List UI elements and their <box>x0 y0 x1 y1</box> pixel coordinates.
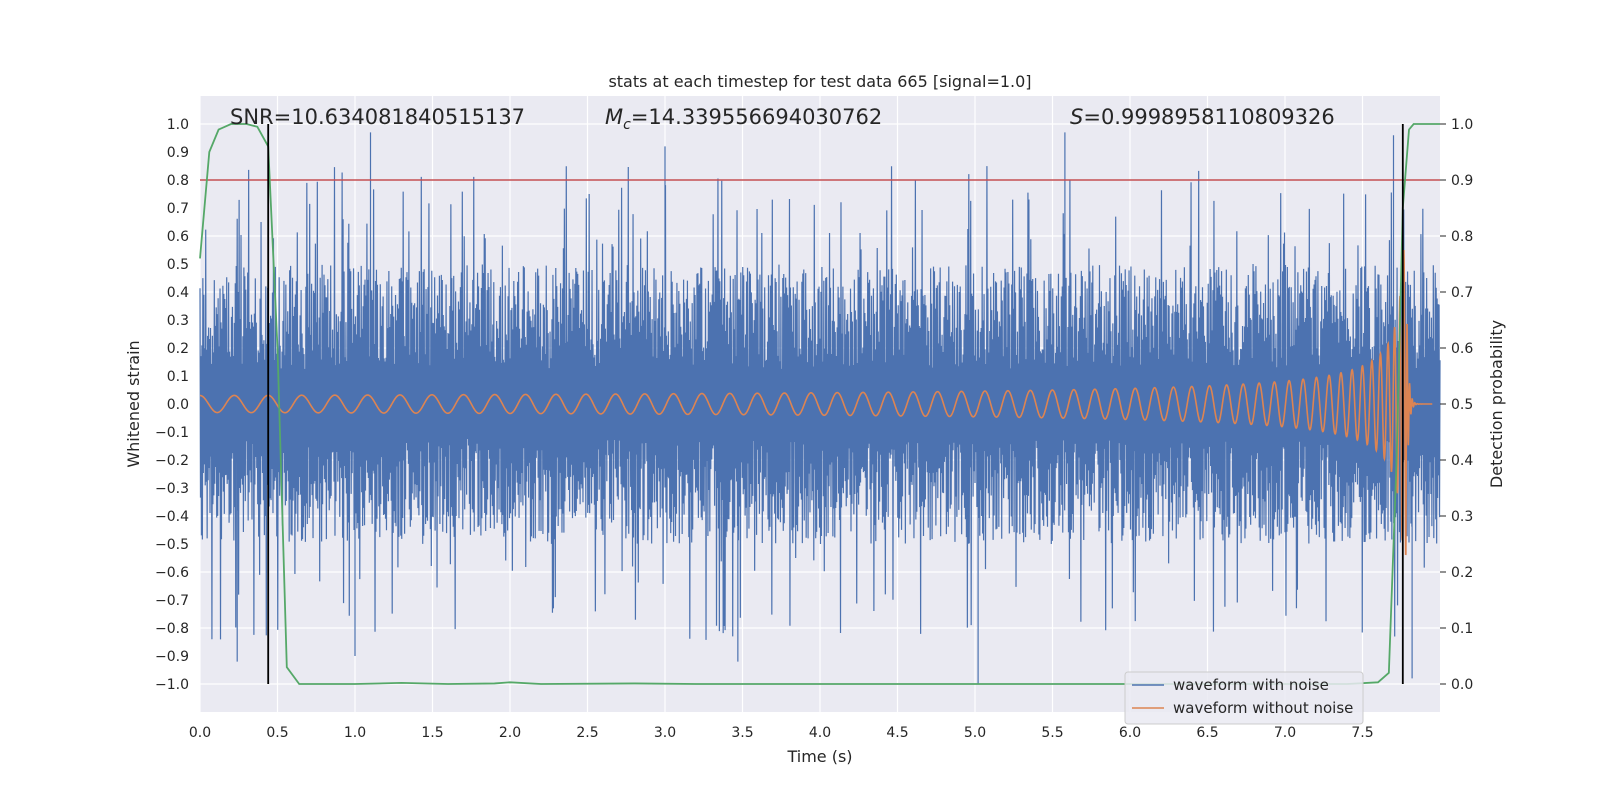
chart-title: stats at each timestep for test data 665… <box>608 72 1031 91</box>
x-axis-label: Time (s) <box>786 747 852 766</box>
series-waveform-with-noise <box>199 132 1441 684</box>
y-tick-label: −1.0 <box>155 677 189 693</box>
y-tick-label: −0.5 <box>155 537 189 553</box>
y-tick-label: −0.2 <box>155 453 189 469</box>
annotation-s: S=0.9998958110809326 <box>1070 105 1335 129</box>
y2-tick-label: 0.2 <box>1451 565 1473 581</box>
y-axis-label: Whitened strain <box>124 340 143 467</box>
x-tick-label: 4.5 <box>886 725 908 741</box>
mc-value: =14.339556694030762 <box>631 105 882 129</box>
y2-tick-label: 0.0 <box>1451 677 1473 693</box>
y2-tick-label: 0.7 <box>1451 285 1473 301</box>
y2-tick-label: 0.8 <box>1451 229 1473 245</box>
y-tick-label: −0.6 <box>155 565 189 581</box>
x-tick-label: 1.5 <box>421 725 443 741</box>
y-tick-label: 0.4 <box>167 285 189 301</box>
legend-label-signal: waveform without noise <box>1173 699 1353 717</box>
y2-tick-label: 1.0 <box>1451 117 1473 133</box>
legend: waveform with noise waveform without noi… <box>1124 671 1364 725</box>
x-tick-label: 0.0 <box>189 725 211 741</box>
y2-axis-label: Detection probability <box>1487 320 1506 488</box>
series-waveform-without-noise <box>199 249 1433 556</box>
y-tick-label: 1.0 <box>167 117 189 133</box>
y-tick-label: 0.0 <box>167 397 189 413</box>
mc-symbol: M <box>605 105 623 129</box>
y-tick-label: −0.1 <box>155 425 189 441</box>
x-tick-label: 6.5 <box>1196 725 1218 741</box>
y-tick-label: 0.1 <box>167 369 189 385</box>
x-tick-label: 7.0 <box>1274 725 1296 741</box>
y2-axis-ticks: 0.0 0.1 0.2 0.3 0.4 0.5 0.6 0.7 0.8 0.9 1.0 <box>1440 117 1473 693</box>
y-axis-ticks: −1.0 −0.9 −0.8 −0.7 −0.6 −0.5 −0.4 −0.3 −0.2 −0.1… <box>155 117 189 693</box>
y-tick-label: −0.7 <box>155 593 189 609</box>
x-axis-ticks: 0.0 0.5 1.0 1.5 2.0 2.5 3.0 3.5 4.0 4.5 5.0 5.5 6.0 6… <box>189 725 1374 741</box>
y-tick-label: 0.2 <box>167 341 189 357</box>
y2-tick-label: 0.1 <box>1451 621 1473 637</box>
annotation-snr: SNR=10.634081840515137 <box>230 105 525 129</box>
x-tick-label: 2.0 <box>499 725 521 741</box>
s-symbol: S <box>1070 105 1083 129</box>
y-tick-label: 0.9 <box>167 145 189 161</box>
y-tick-label: 0.8 <box>167 173 189 189</box>
x-tick-label: 2.5 <box>576 725 598 741</box>
y-tick-label: 0.3 <box>167 313 189 329</box>
x-tick-label: 0.5 <box>266 725 288 741</box>
x-tick-label: 7.5 <box>1351 725 1373 741</box>
y2-tick-label: 0.4 <box>1451 453 1473 469</box>
x-tick-label: 3.5 <box>731 725 753 741</box>
y-tick-label: 0.5 <box>167 257 189 273</box>
y2-tick-label: 0.3 <box>1451 509 1473 525</box>
series-detection-probability <box>199 123 1440 685</box>
x-tick-label: 5.0 <box>964 725 986 741</box>
y2-tick-label: 0.6 <box>1451 341 1473 357</box>
vertical-markers <box>267 124 1404 684</box>
x-tick-label: 1.0 <box>344 725 366 741</box>
legend-label-noise: waveform with noise <box>1173 676 1329 694</box>
x-tick-label: 6.0 <box>1119 725 1141 741</box>
x-tick-label: 3.0 <box>654 725 676 741</box>
y2-tick-label: 0.9 <box>1451 173 1473 189</box>
y-tick-label: −0.8 <box>155 621 189 637</box>
y-tick-label: −0.4 <box>155 509 189 525</box>
y-tick-label: 0.7 <box>167 201 189 217</box>
mc-subscript: c <box>623 117 631 133</box>
x-tick-label: 4.0 <box>809 725 831 741</box>
s-value: =0.9998958110809326 <box>1083 105 1334 129</box>
legend-box <box>1124 671 1364 725</box>
y-tick-label: 0.6 <box>167 229 189 245</box>
x-tick-label: 5.5 <box>1041 725 1063 741</box>
y-tick-label: −0.3 <box>155 481 189 497</box>
annotation-mc: Mc=14.339556694030762 <box>605 105 882 133</box>
y-tick-label: −0.9 <box>155 649 189 665</box>
y2-tick-label: 0.5 <box>1451 397 1473 413</box>
